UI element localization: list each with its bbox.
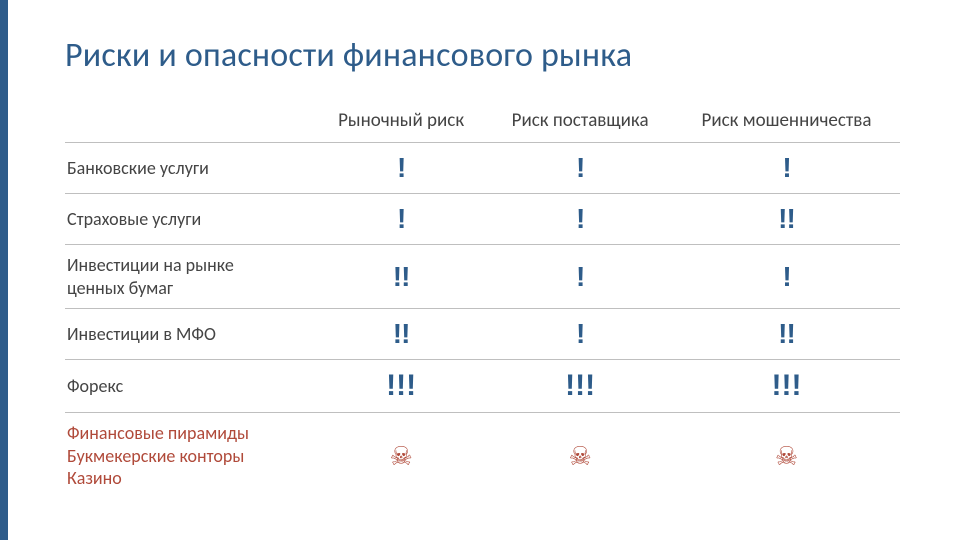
table-row: Инвестиции на рынкеценных бумаг !! ! ! [65,245,900,309]
row-label: Банковские услуги [65,143,315,194]
risk-mark: !! [393,318,410,349]
col-header-supplier: Риск поставщика [487,101,673,143]
risk-cell: ! [673,143,900,194]
risk-cell: ! [673,245,900,309]
table-row: Страховые услуги ! ! !! [65,194,900,245]
risk-mark: !! [778,318,795,349]
risk-cell: ! [487,309,673,360]
risk-mark: ! [397,152,405,183]
risk-cell: !! [673,309,900,360]
risk-cell: ☠ [673,413,900,499]
accent-bar [0,0,8,540]
risk-cell: !! [315,309,487,360]
risk-mark: ! [782,261,790,292]
table-body: Банковские услуги ! ! ! Страховые услуги… [65,143,900,499]
table-row: Форекс !!! !!! !!! [65,360,900,413]
risk-mark: !! [778,203,795,234]
risk-cell: ! [315,143,487,194]
risk-mark: ! [397,203,405,234]
risk-cell: !! [315,245,487,309]
risk-cell: !!! [315,360,487,413]
slide-title: Риски и опасности финансового рынка [65,35,900,76]
risk-mark: !! [393,261,410,292]
row-label: Инвестиции в МФО [65,309,315,360]
risk-cell: ! [487,245,673,309]
row-label: Инвестиции на рынкеценных бумаг [65,245,315,309]
table-row: Инвестиции в МФО !! ! !! [65,309,900,360]
table-row: Банковские услуги ! ! ! [65,143,900,194]
row-label: Финансовые пирамидыБукмекерские конторыК… [65,413,315,499]
risk-mark: !!! [386,369,416,402]
col-header-empty [65,101,315,143]
risk-cell: ! [487,143,673,194]
risk-table: Рыночный риск Риск поставщика Риск мошен… [65,101,900,499]
risk-mark: ! [782,152,790,183]
col-header-market: Рыночный риск [315,101,487,143]
col-header-fraud: Риск мошенничества [673,101,900,143]
risk-mark: ! [576,203,584,234]
table-row-danger: Финансовые пирамидыБукмекерские конторыК… [65,413,900,499]
risk-mark: ! [576,261,584,292]
skull-icon: ☠ [775,440,798,472]
risk-cell: !!! [673,360,900,413]
risk-cell: ☠ [315,413,487,499]
risk-cell: ☠ [487,413,673,499]
skull-icon: ☠ [389,440,412,472]
row-label: Форекс [65,360,315,413]
table-header-row: Рыночный риск Риск поставщика Риск мошен… [65,101,900,143]
skull-icon: ☠ [568,440,591,472]
slide: Риски и опасности финансового рынка Рыно… [0,0,960,519]
risk-cell: ! [315,194,487,245]
risk-mark: !!! [772,369,802,402]
row-label: Страховые услуги [65,194,315,245]
risk-mark: ! [576,152,584,183]
risk-cell: ! [487,194,673,245]
risk-cell: !! [673,194,900,245]
risk-mark: !!! [565,369,595,402]
risk-cell: !!! [487,360,673,413]
risk-mark: ! [576,318,584,349]
